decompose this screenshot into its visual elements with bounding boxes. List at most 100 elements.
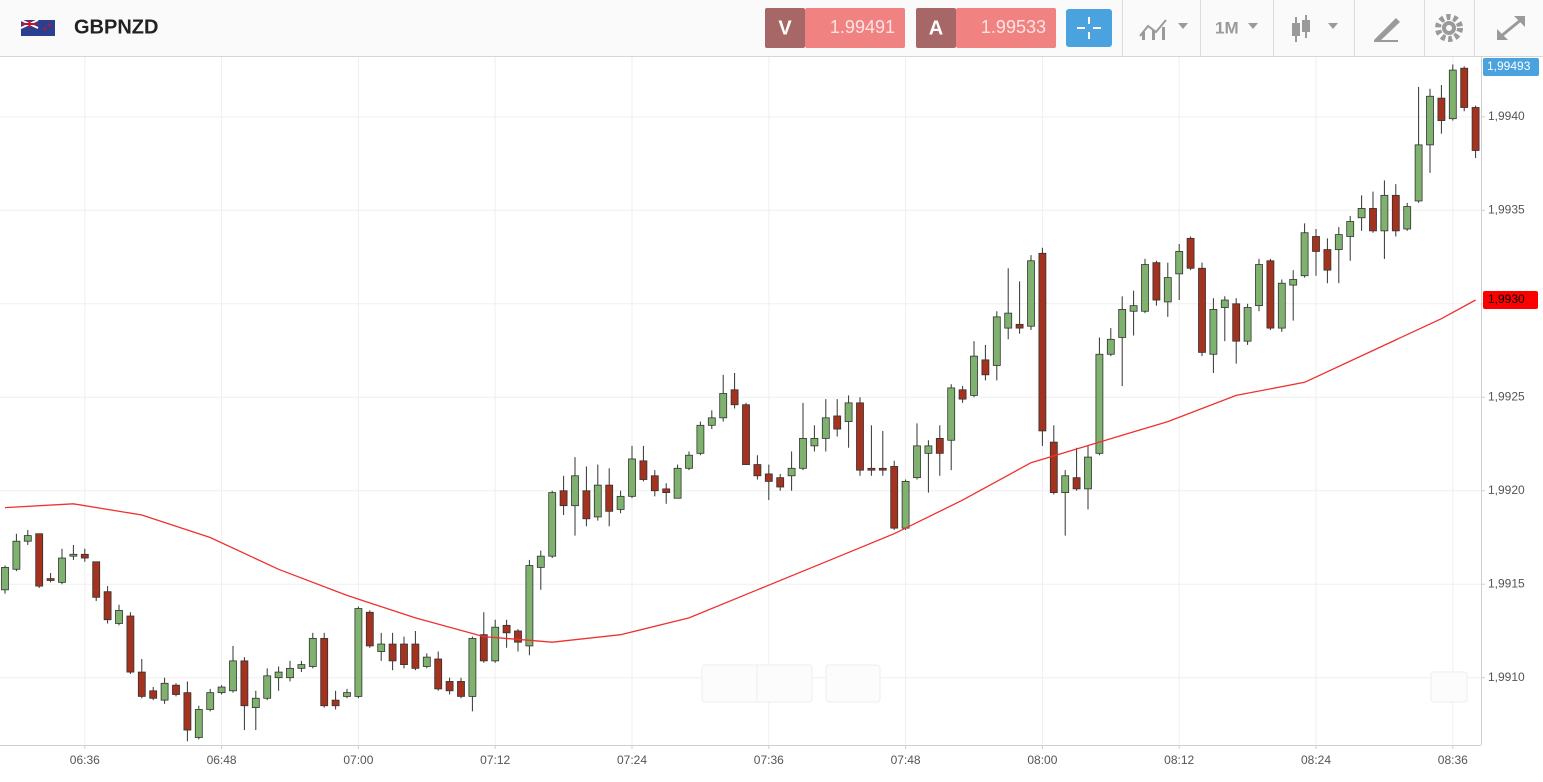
candle-body [1027, 260, 1035, 327]
candle-body [1448, 69, 1457, 120]
candle-body [365, 611, 374, 647]
axis-labels: 1,9910 1,9915 1,9920 1,9925 1,9930 1,9935 1,99… [70, 58, 1539, 767]
candle-body [1129, 305, 1138, 312]
candle-body [1209, 308, 1218, 355]
candle-body [12, 540, 21, 570]
candle-body [1232, 303, 1241, 342]
candle-body [1141, 264, 1149, 312]
candle-body [1175, 251, 1184, 275]
candle-body [1346, 221, 1355, 237]
candle-body [810, 437, 819, 447]
crosshair-button[interactable] [1066, 9, 1112, 47]
settings-button[interactable] [1435, 14, 1463, 42]
candle-body [137, 671, 146, 697]
candle-body [35, 533, 44, 587]
candle-body [1426, 95, 1434, 146]
candle-body [240, 660, 249, 707]
candle-body [548, 492, 557, 557]
candle-body [776, 477, 785, 488]
grid [0, 57, 1481, 745]
candle-body [821, 417, 830, 439]
x-tick-label: 08:12 [1164, 753, 1194, 767]
candle-body [491, 626, 500, 662]
candle-body [206, 692, 215, 710]
drawing-button[interactable] [1374, 18, 1400, 42]
overlay-controls [701, 664, 1468, 703]
candle-body [194, 709, 203, 738]
candle-body [559, 490, 568, 507]
candle-body [1118, 308, 1127, 338]
candle-body [673, 467, 682, 499]
x-tick-label: 06:36 [70, 753, 100, 767]
x-tick-label: 07:48 [891, 753, 921, 767]
price-tag-label: 1,99493 [1487, 59, 1531, 73]
candle-body [514, 630, 522, 643]
bid-button[interactable]: V 1.99491 [765, 8, 905, 48]
candle-body [434, 658, 443, 690]
candle-body [1403, 206, 1412, 230]
x-tick-label: 07:00 [343, 753, 373, 767]
candle-body [582, 490, 591, 520]
candle-body [331, 699, 340, 707]
candle-body [1414, 144, 1423, 202]
candle-body [947, 387, 956, 441]
candle-body [1255, 264, 1263, 307]
candle-body [1357, 208, 1366, 219]
candle-body [901, 480, 910, 529]
indicator-button[interactable] [1139, 19, 1188, 40]
candle-body [1380, 194, 1389, 232]
candle-body [1106, 338, 1115, 355]
y-tick-label: 1,9920 [1488, 483, 1525, 497]
candle-body [970, 355, 978, 396]
candle-body [286, 667, 294, 679]
moving-average-line [4, 299, 1476, 643]
timeframe-button[interactable]: 1M [1215, 18, 1258, 37]
candle-body [115, 609, 123, 624]
candle-body [742, 404, 750, 465]
candle-body [1095, 353, 1104, 454]
candle-body [468, 638, 477, 697]
candle-body [730, 389, 739, 406]
candle-body [628, 458, 636, 497]
candle-body [1152, 262, 1161, 301]
candle-body [605, 484, 614, 512]
candle-body [126, 615, 135, 673]
candle-body [274, 671, 283, 679]
candle-body [1323, 249, 1332, 271]
candle-body [571, 475, 579, 507]
candle-body [1, 566, 9, 591]
candle-body [935, 437, 944, 454]
candle-body [479, 634, 488, 662]
candle-body [502, 624, 511, 634]
fullscreen-button[interactable] [1497, 16, 1525, 40]
bid-price: 1.99491 [830, 17, 895, 37]
candle-body [229, 660, 237, 692]
x-tick-label: 08:00 [1027, 753, 1057, 767]
ask-price: 1.99533 [981, 17, 1046, 37]
flag-icon [20, 19, 55, 36]
candle-body [719, 393, 728, 419]
candle-body [924, 445, 933, 454]
chart-type-button[interactable] [1292, 15, 1338, 42]
candle-body [1186, 237, 1195, 269]
y-tick-label: 1,9925 [1488, 389, 1525, 403]
candle-body [867, 467, 876, 471]
ask-button[interactable]: A 1.99533 [916, 8, 1056, 48]
candle-body [457, 681, 465, 697]
candle-body [662, 488, 671, 494]
candle-body [890, 466, 899, 529]
candle-body [445, 681, 454, 692]
candle-body [1163, 277, 1172, 303]
price-tag [1483, 58, 1539, 76]
candle-body [308, 638, 317, 667]
candle-body [400, 643, 408, 666]
candle-body [799, 437, 807, 469]
candle-body [1072, 477, 1081, 490]
candle-body [833, 415, 842, 430]
candle-body [1369, 208, 1377, 232]
candle-body [377, 643, 386, 652]
candle-body [1198, 267, 1206, 353]
candle-body [46, 578, 55, 581]
ask-tag: A [929, 17, 943, 39]
